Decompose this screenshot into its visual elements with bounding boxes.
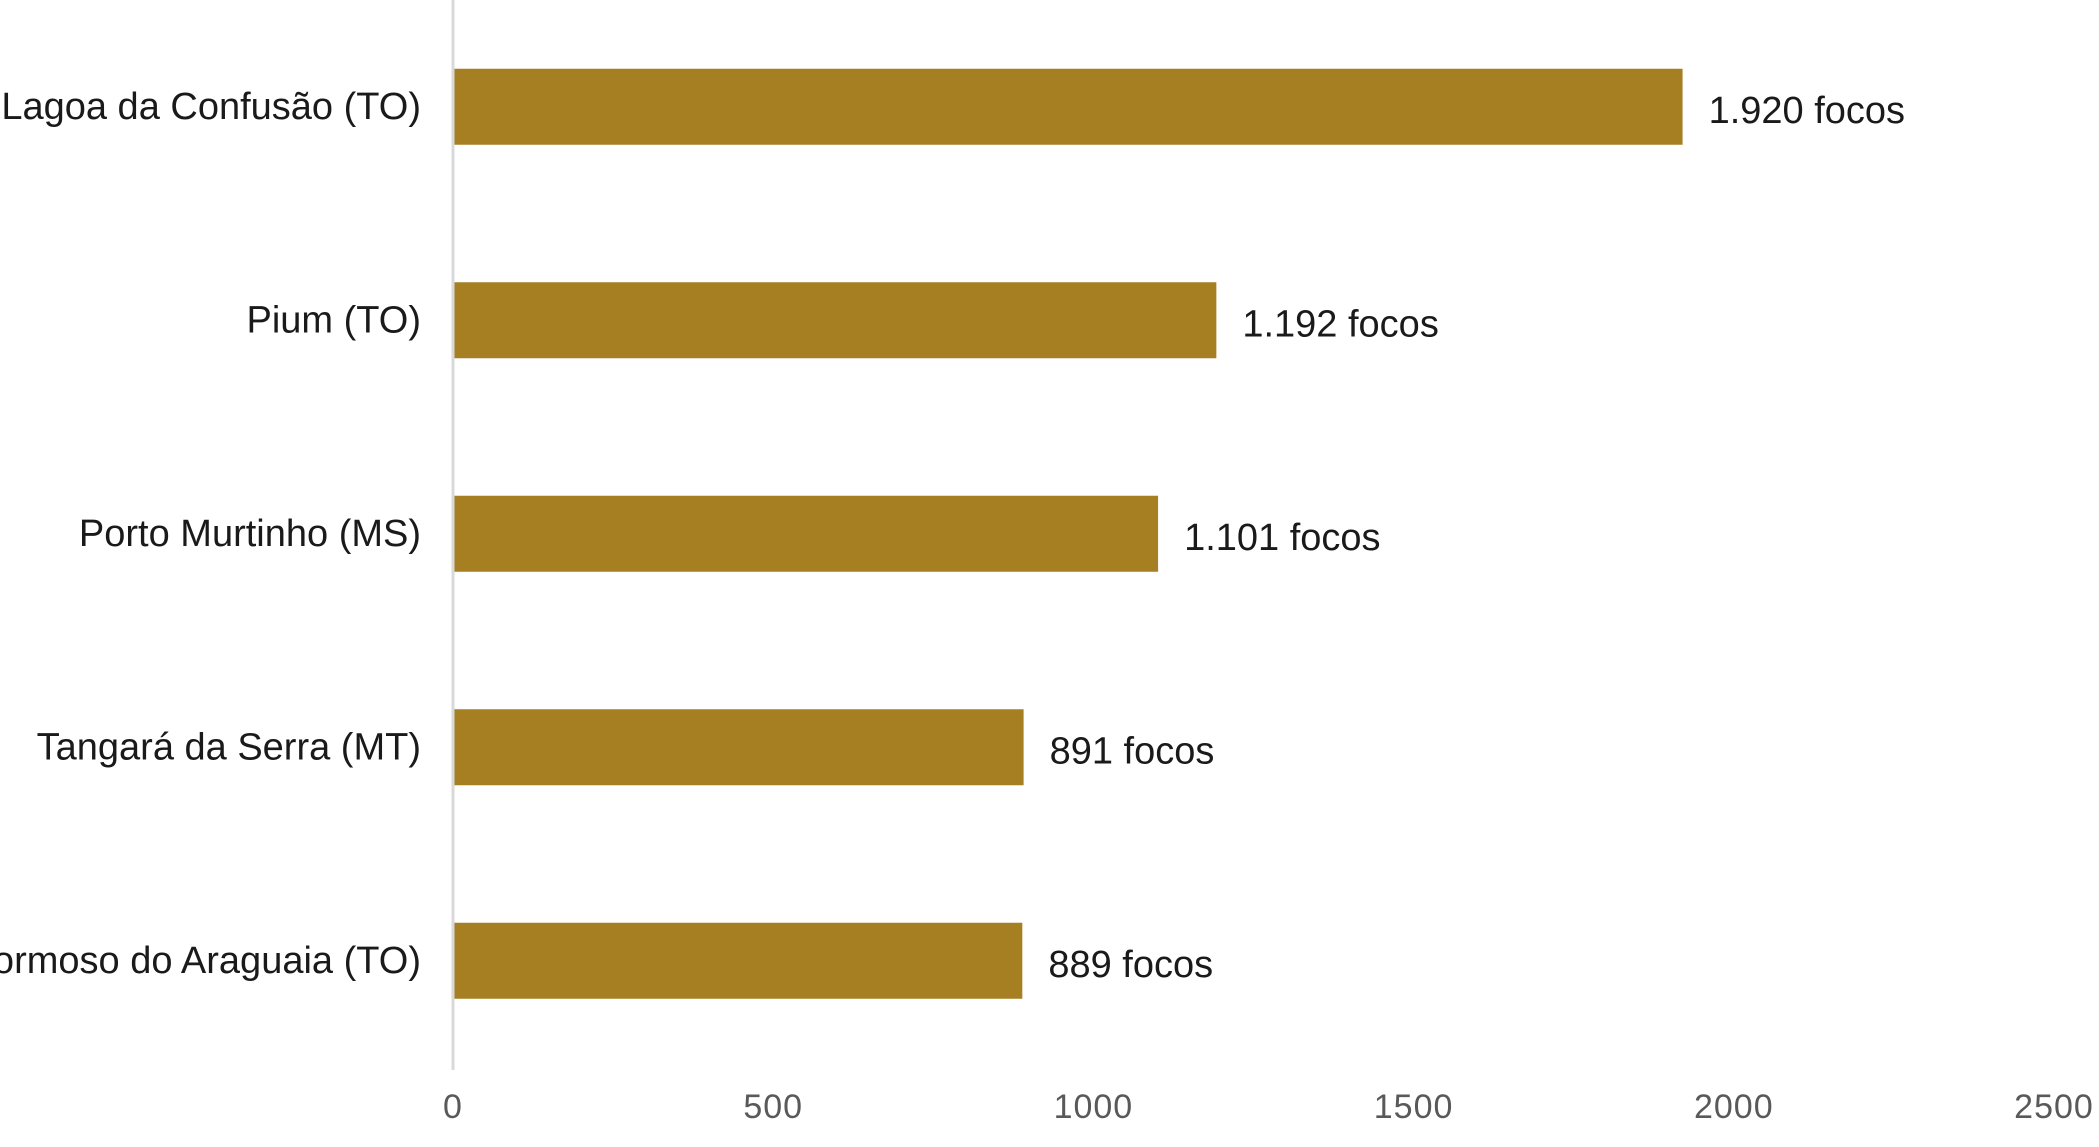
bars-group — [454, 68, 1683, 999]
x-axis-ticks-group: 0 500 1000 1500 2000 2500 — [443, 1088, 2094, 1126]
bar-tangara-da-serra-mt — [454, 709, 1024, 786]
category-label-formoso-do-araguaia-to: Formoso do Araguaia (TO) — [0, 940, 421, 982]
category-label-lagoa-da-confusao-to: Lagoa da Confusão (TO) — [1, 86, 421, 128]
data-label-porto-murtinho-ms: 1.101 focos — [1184, 517, 1380, 559]
bar-formoso-do-araguaia-to — [454, 922, 1023, 999]
bar-pium-to — [454, 282, 1217, 359]
category-label-pium-to: Pium (TO) — [246, 299, 421, 341]
data-label-tangara-da-serra-mt: 891 focos — [1050, 730, 1215, 772]
data-label-lagoa-da-confusao-to: 1.920 focos — [1709, 90, 1905, 132]
data-labels-group: 1.920 focos 1.192 focos 1.101 focos 891 foc… — [1048, 90, 1905, 986]
category-label-porto-murtinho-ms: Porto Murtinho (MS) — [79, 513, 421, 555]
x-tick-label-1000: 1000 — [1054, 1088, 1134, 1126]
x-tick-label-0: 0 — [443, 1088, 463, 1126]
data-label-pium-to: 1.192 focos — [1242, 303, 1438, 345]
data-label-formoso-do-araguaia-to: 889 focos — [1048, 944, 1213, 986]
x-tick-label-2500: 2500 — [2014, 1088, 2094, 1126]
category-labels-group: Lagoa da Confusão (TO) Pium (TO) Porto Mur… — [0, 86, 421, 982]
x-tick-label-2000: 2000 — [1694, 1088, 1774, 1126]
category-label-tangara-da-serra-mt: Tangará da Serra (MT) — [37, 726, 421, 768]
bar-porto-murtinho-ms — [454, 495, 1159, 572]
x-tick-label-1500: 1500 — [1374, 1088, 1454, 1126]
bar-lagoa-da-confusao-to — [454, 68, 1683, 145]
x-tick-label-500: 500 — [743, 1088, 803, 1126]
